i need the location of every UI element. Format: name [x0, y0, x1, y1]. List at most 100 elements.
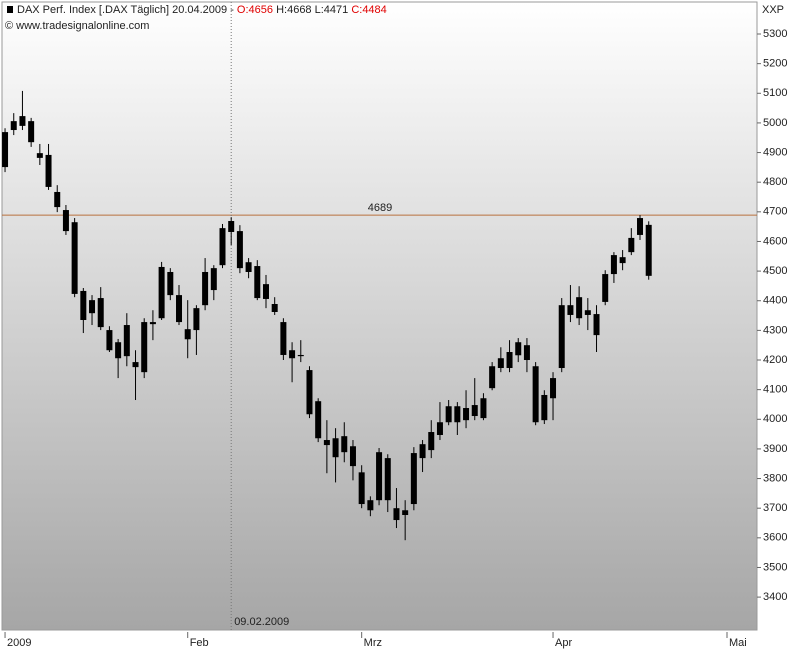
candle-body [54, 191, 61, 208]
y-tick-label: 4400 [763, 295, 787, 307]
y-tick-label: 4500 [763, 265, 787, 277]
candle-body [115, 342, 122, 359]
candle-body [71, 222, 78, 294]
candle-body [602, 274, 609, 302]
y-tick-label: 4000 [763, 413, 787, 425]
y-tick-label: 3600 [763, 532, 787, 544]
candle-body [463, 408, 470, 421]
candle-body [289, 350, 296, 359]
candle-body [62, 210, 69, 232]
candle-body [323, 440, 330, 446]
candle-body [315, 401, 322, 439]
candle-body [332, 438, 339, 458]
candle-body [445, 406, 452, 423]
candle-body [228, 221, 235, 232]
candle-body [506, 352, 513, 369]
header-open: O:4656 [237, 4, 273, 16]
candle-body [471, 405, 478, 417]
candle-body [419, 444, 426, 459]
candle-body [236, 231, 243, 269]
x-tick-label: Mrz [364, 637, 382, 649]
candle-body [349, 446, 356, 467]
candle-body [645, 224, 652, 276]
candle-body [89, 300, 96, 314]
candle-body [80, 290, 87, 321]
y-tick-label: 5200 [763, 58, 787, 70]
y-tick-label: 3900 [763, 443, 787, 455]
candle-body [610, 255, 617, 275]
candle-body [245, 262, 252, 272]
candle-body [436, 422, 443, 435]
candle-body [454, 406, 461, 423]
candle-body [210, 268, 217, 291]
candle-body [262, 284, 269, 299]
series-icon [7, 6, 13, 13]
candle-body [384, 458, 391, 501]
candle-body [619, 257, 626, 264]
x-tick-label: Mai [729, 637, 747, 649]
candle-body [28, 121, 35, 143]
candle-body [19, 116, 26, 126]
horizontal-line-label: 4689 [368, 202, 392, 214]
candle-body [515, 342, 522, 356]
y-tick-label: 3400 [763, 591, 787, 603]
y-tick-label: 4700 [763, 206, 787, 218]
candle-body [576, 297, 583, 319]
header-close: C:4484 [351, 4, 386, 16]
y-tick-label: 4800 [763, 176, 787, 188]
candle-body [497, 358, 504, 369]
candle-body [567, 305, 574, 315]
candle-body [219, 228, 226, 266]
candle-body [280, 322, 287, 355]
candle-body [271, 303, 278, 312]
x-tick-label: Apr [555, 637, 572, 649]
candle-body [193, 308, 200, 331]
candle-body [480, 398, 487, 419]
candle-body [550, 378, 557, 399]
candle-body [141, 322, 148, 373]
candle-body [97, 298, 104, 328]
y-tick-label: 3700 [763, 502, 787, 514]
y-tick-label: 4300 [763, 324, 787, 336]
candle-body [149, 322, 156, 325]
candle-body [532, 366, 539, 423]
candle-body [158, 266, 165, 319]
candle-body [558, 305, 565, 369]
y-tick-label: 4900 [763, 146, 787, 158]
candle-body [402, 510, 409, 516]
candle-body [376, 452, 383, 501]
candle-body [254, 266, 261, 299]
candle-body [410, 453, 417, 505]
candle-body [628, 237, 635, 253]
candle-body [176, 295, 183, 323]
candle-body [367, 500, 374, 511]
title: DAX Perf. Index [.DAX Täglich] 20.04.200… [17, 4, 234, 16]
candle-body [541, 394, 548, 421]
y-tick-label: 5100 [763, 87, 787, 99]
candle-body [36, 153, 43, 158]
candle-body [489, 366, 496, 389]
x-tick-label: Feb [190, 637, 209, 649]
candle-body [637, 218, 644, 235]
crosshair-label: 09.02.2009 [234, 616, 289, 628]
candle-body [202, 271, 209, 306]
y-tick-label: 5300 [763, 28, 787, 40]
candle-body [593, 314, 600, 336]
y-tick-label: 4100 [763, 384, 787, 396]
y-tick-label: 3800 [763, 472, 787, 484]
candle-body [2, 132, 9, 168]
y-tick-label: 4600 [763, 235, 787, 247]
candle-body [106, 330, 113, 351]
candle-body [184, 329, 191, 340]
candle-body [523, 345, 530, 361]
plot-area [1, 1, 758, 631]
source: © www.tradesignalonline.com [5, 20, 149, 32]
candle-body [393, 508, 400, 521]
y-axis-label: XXP [762, 4, 784, 16]
candle-body [132, 362, 139, 368]
candle-body [306, 370, 313, 415]
chart-title: DAX Perf. Index [.DAX Täglich] 20.04.200… [17, 4, 387, 16]
y-tick-label: 5000 [763, 117, 787, 129]
candle-body [358, 472, 365, 505]
